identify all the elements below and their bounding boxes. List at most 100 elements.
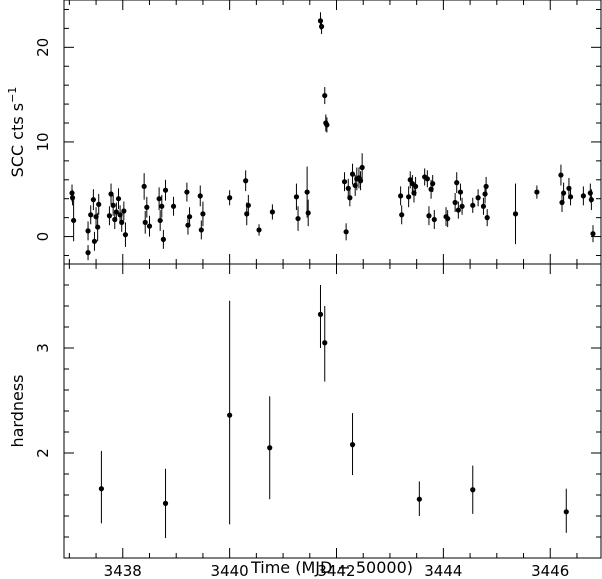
data-point [227,412,233,418]
y-tick-label: 3 [34,343,52,353]
data-point [71,217,77,224]
data-point [113,209,119,215]
data-point [197,193,203,199]
hardness-panel-points [98,285,569,539]
data-point [482,191,488,197]
data-point [459,203,465,209]
x-tick-label: 3446 [531,562,569,579]
data-point [90,197,96,203]
data-point [317,311,324,317]
y-tick-label: 20 [34,38,52,57]
data-point [426,213,432,219]
data-point [160,236,166,242]
data-point [398,193,404,199]
data-point [567,194,574,200]
data-point [293,194,300,200]
data-point [243,178,249,184]
hardness-panel-frame [63,263,602,559]
y-tick-label: 2 [34,448,52,458]
time-x-axis-label: Time (MJD − 50000) [250,558,413,577]
y-tick-label: 0 [34,232,52,242]
data-point [534,189,540,195]
data-point [470,202,476,208]
data-point [347,195,353,201]
rate-panel-ticks: 0 10 20 [34,0,601,264]
data-point [343,229,349,235]
data-point [359,164,365,171]
rate-y-axis-label: SCC cts s−1 [6,87,27,178]
data-point [512,211,519,217]
data-point [454,180,460,186]
data-point [95,224,101,230]
x-tick-label: 3442 [317,562,355,579]
data-point [407,177,413,183]
data-point [108,191,114,197]
data-point [186,214,193,220]
data-point [144,204,150,210]
data-point [69,190,75,196]
data-point [588,197,594,203]
data-point [91,238,98,244]
data-point [483,183,489,190]
data-point [198,227,204,233]
data-point [170,203,177,209]
data-point [295,215,301,222]
data-point [162,187,169,193]
data-point [349,442,356,448]
data-point [445,215,451,222]
data-point [317,18,324,24]
y-tick-label: 10 [34,132,52,151]
data-point [121,208,127,214]
rate-panel-points [69,12,596,261]
data-point [115,196,122,202]
data-point [560,190,567,196]
data-point [475,195,481,201]
data-point [69,195,76,201]
data-point [399,212,405,218]
data-point [558,172,564,178]
data-point [563,509,569,515]
x-tick-label: 3440 [211,562,249,579]
data-point [227,195,233,201]
data-point [412,183,419,190]
data-point [480,203,487,209]
data-point [416,496,422,502]
data-point [587,190,593,196]
data-point [267,445,273,451]
data-point [580,193,586,199]
x-tick-label: 3438 [104,562,142,579]
data-point [200,211,206,217]
data-point [304,189,310,195]
data-point [245,202,251,208]
data-point [424,176,430,182]
data-point [96,201,102,207]
data-point [157,217,163,224]
data-point [110,202,116,208]
data-point [85,250,91,256]
data-point [184,189,190,195]
data-point [159,203,165,209]
data-point [119,219,125,225]
data-point [322,92,328,99]
data-point [341,179,348,185]
data-point [141,183,147,190]
data-point [318,23,325,30]
hardness-panel: 3438 3440 3442 3444 3446 2 3 hardness Time (MJ… [8,263,602,579]
data-point [98,486,105,492]
data-point [256,227,262,233]
data-point [406,194,412,200]
data-point [457,189,464,195]
data-point [146,223,153,229]
data-point [455,207,461,213]
data-point [590,231,596,237]
data-point [324,122,330,128]
data-point [322,340,328,346]
data-point [484,215,490,221]
data-point [470,487,476,493]
data-point [162,500,169,506]
x-tick-label: 3444 [424,562,462,579]
data-point [85,228,91,234]
data-point [88,212,94,218]
data-point [122,232,129,238]
